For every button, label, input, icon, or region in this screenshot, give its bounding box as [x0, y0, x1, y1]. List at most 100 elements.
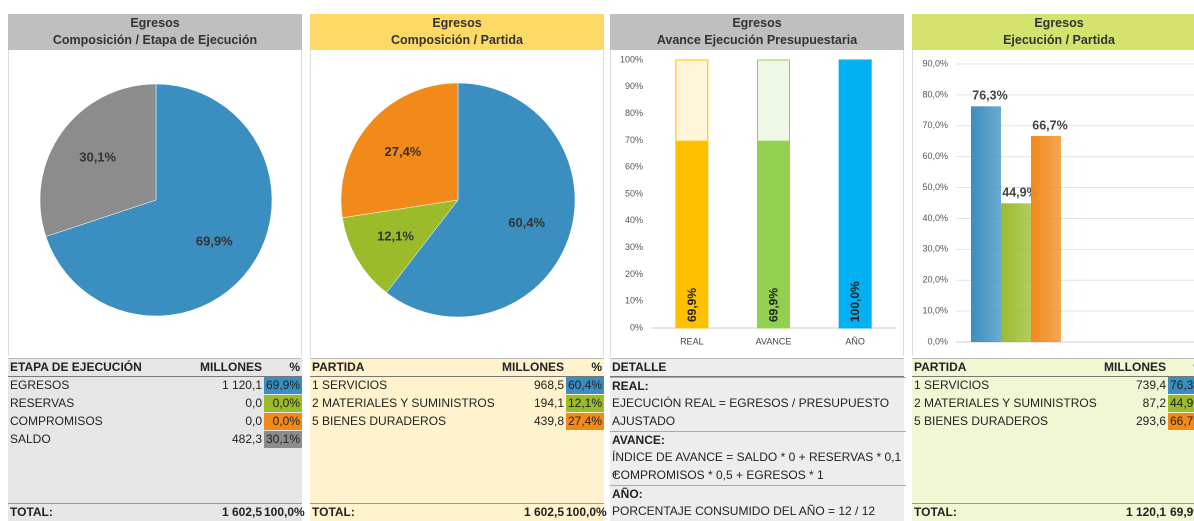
table-cell: 12,1% [566, 395, 604, 412]
bar [1031, 135, 1061, 342]
data-label: 27,4% [385, 144, 422, 159]
table-cell: 293,6 [1135, 414, 1166, 428]
table-cell: 44,9% [1168, 395, 1194, 412]
y-tick-label: 90,0% [922, 58, 948, 68]
bar [971, 106, 1001, 342]
data-label: 69,9% [685, 288, 699, 322]
table-cell: 0,0% [264, 395, 302, 412]
section-title: AÑO: [610, 485, 906, 503]
header-cell: MILLONES [1104, 360, 1166, 374]
table-cell: 5 BIENES DURADEROS [914, 414, 1049, 428]
table-total: TOTAL: 1 120,169,9% [912, 503, 1194, 521]
subtitle: Composición / Partida [391, 33, 523, 47]
y-tick-label: 50% [625, 188, 643, 198]
table-cell: 1 SERVICIOS [312, 378, 388, 392]
y-tick-label: 30,0% [922, 244, 948, 254]
x-tick-label: AÑO [845, 336, 865, 346]
table-cell: 66,7% [1168, 413, 1194, 430]
header-cell: PARTIDA [312, 360, 365, 374]
panel-header: Egresos Ejecución / Partida [912, 14, 1194, 50]
x-tick-label: REAL [680, 336, 704, 346]
data-label: 76,3% [972, 89, 1007, 103]
section-line: PORCENTAJE CONSUMIDO DEL AÑO = 12 / 12 [612, 504, 876, 518]
table-cell: 0,0% [264, 413, 302, 430]
table-cell: 69,9% [264, 377, 302, 394]
subtitle: Avance Ejecución Presupuestaria [656, 33, 858, 47]
bar [675, 140, 708, 328]
bar [757, 140, 790, 328]
total-cell: TOTAL: [10, 505, 53, 519]
panel-header: Egresos Composición / Partida [310, 14, 604, 50]
section-line: AJUSTADO [612, 414, 676, 428]
table-cell: COMPROMISOS [10, 414, 103, 428]
total-cell: 100,0% [566, 505, 607, 519]
table-cell: 1 120,1 [221, 378, 262, 392]
header-cell: DETALLE [612, 360, 667, 374]
y-tick-label: 30% [625, 242, 643, 252]
table-cell: 0,0 [245, 414, 262, 428]
y-tick-label: 40% [625, 215, 643, 225]
table-header: DETALLE [610, 358, 904, 377]
section-title: REAL: [610, 377, 906, 395]
title: Egresos [432, 16, 482, 30]
pie-slice [342, 199, 459, 293]
table-cell: 30,1% [264, 431, 302, 448]
chart: 0,0% 10,0% 20,0% 30,0% 40,0% 50,0% 60,0% 70,0% 8… [912, 50, 1194, 356]
data-label: 30,1% [79, 149, 116, 164]
total-cell: 1 120,1 [1125, 505, 1166, 519]
pie-slice [340, 82, 459, 219]
data-label: 12,1% [377, 228, 414, 243]
section-line: EJECUCIÓN REAL = EGRESOS / PRESUPUESTO [612, 396, 890, 410]
y-tick-label: 0,0% [927, 336, 948, 346]
total-cell: 1 602,5 [523, 505, 564, 519]
table-header: PARTIDA MILLONES% [912, 358, 1194, 377]
total-cell: TOTAL: [914, 505, 957, 519]
table-cell: 968,5 [533, 378, 564, 392]
chart: 60,4% 12,1% 27,4% [310, 50, 604, 356]
y-tick-label: 80% [625, 108, 643, 118]
y-tick-label: 90% [625, 81, 643, 91]
table-cell: 76,3% [1168, 377, 1194, 394]
table-header: ETAPA DE EJECUCIÓN MILLONES% [8, 358, 302, 377]
header-cell: MILLONES [502, 360, 564, 374]
data-label: 60,4% [508, 215, 545, 230]
title: Egresos [732, 16, 782, 30]
table-cell: 2 MATERIALES Y SUMINISTROS [312, 396, 495, 410]
table-cell: 194,1 [533, 396, 564, 410]
y-tick-label: 50,0% [922, 182, 948, 192]
x-tick-label: AVANCE [756, 336, 792, 346]
table-row: 2 MATERIALES Y SUMINISTROS 194,1 12,1% [310, 395, 604, 412]
pie-slice [45, 83, 273, 317]
data-label: 69,9% [767, 288, 781, 322]
chart: 69,9% 30,1% [8, 50, 302, 356]
data-label: 44,9% [1002, 186, 1037, 200]
table-total: TOTAL: 1 602,5 100,0% [8, 503, 305, 521]
table-header: PARTIDA MILLONES% [310, 358, 604, 377]
table-cell: SALDO [10, 432, 51, 446]
subtitle: Composición / Etapa de Ejecución [52, 33, 258, 47]
table-cell: 60,4% [566, 377, 604, 394]
y-tick-label: 20% [625, 269, 643, 279]
y-tick-label: 40,0% [922, 213, 948, 223]
y-tick-label: 100% [620, 54, 643, 64]
title: Egresos [130, 16, 180, 30]
header-cell: % [1168, 359, 1194, 376]
table-cell: 87,2 [1142, 396, 1166, 410]
table-cell: 1 SERVICIOS [914, 378, 990, 392]
data-label: 69,9% [196, 234, 233, 249]
table-cell: RESERVAS [10, 396, 75, 410]
total-cell: 1 602,5 [221, 505, 262, 519]
table-row: COMPROMISOS 0,0 0,0% [8, 413, 302, 430]
total-cell: 69,9% [1169, 505, 1194, 519]
section-line: COMPROMISOS * 0,5 + EGRESOS * 1 [612, 468, 824, 482]
table-row: 2 MATERIALES Y SUMINISTROS 87,244,9% [912, 395, 1194, 412]
table: DETALLE REAL: EJECUCIÓN REAL = EGRESOS / P… [610, 358, 906, 521]
header-cell: PARTIDA [914, 360, 967, 374]
pie-slice [39, 83, 157, 237]
pie-slice [386, 82, 576, 318]
header-cell: ETAPA DE EJECUCIÓN [10, 360, 142, 374]
table-cell: 439,8 [533, 414, 564, 428]
bar [1001, 203, 1031, 342]
y-tick-label: 20,0% [922, 275, 948, 285]
